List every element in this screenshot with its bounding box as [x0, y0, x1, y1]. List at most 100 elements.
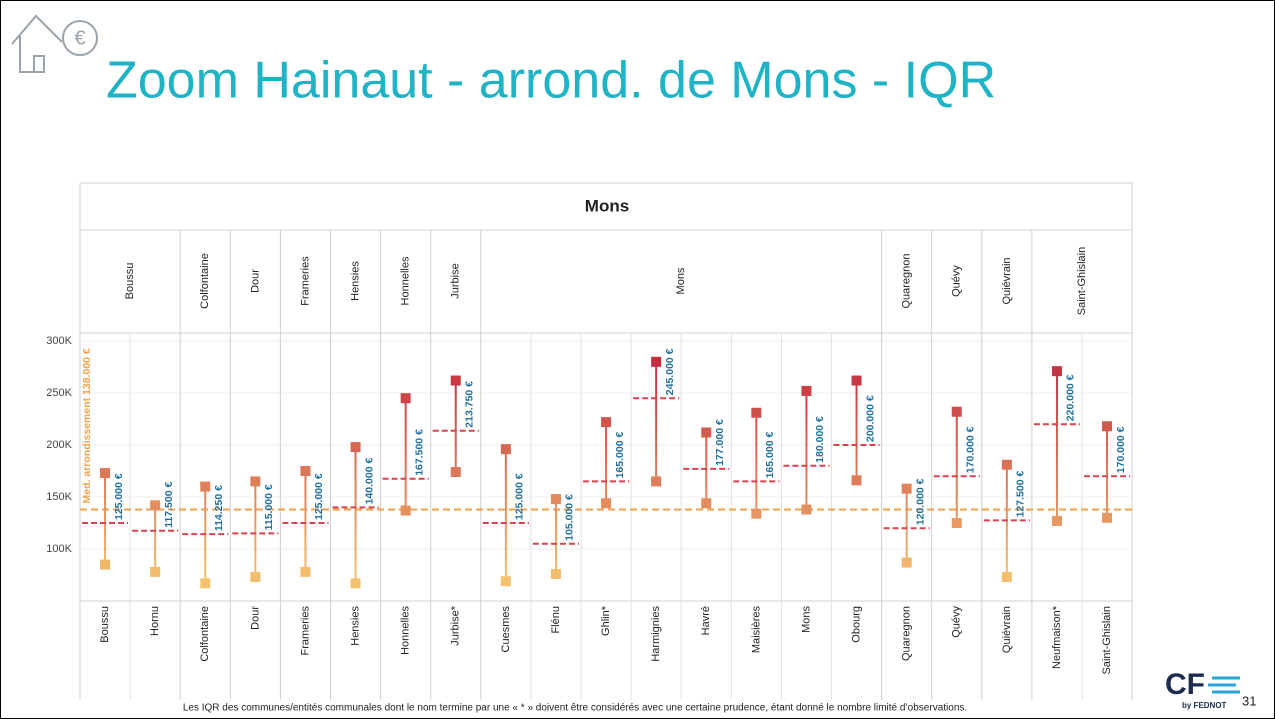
x-tick-label: Quiévrain [1001, 606, 1013, 653]
x-tick-label: Boussu [99, 606, 111, 643]
group-label: Frameries [299, 256, 311, 306]
x-tick-label: Obourg [850, 606, 862, 643]
high-marker [751, 407, 762, 418]
high-marker [801, 385, 812, 396]
median-label: 177.000 € [714, 419, 726, 466]
high-marker [1102, 421, 1113, 432]
group-label: Honnelles [400, 256, 412, 305]
y-tick-label: 300K [46, 335, 72, 347]
median-label: 127.500 € [1015, 471, 1027, 518]
x-tick-label: Frameries [299, 606, 311, 656]
low-marker [300, 566, 311, 577]
high-marker [601, 417, 612, 428]
low-marker [350, 578, 361, 589]
low-marker [1102, 512, 1113, 523]
median-label: 115.000 € [263, 484, 275, 530]
x-tick-label: Colfontaine [199, 606, 211, 662]
reference-label: Med. arrondissement 138.000 € [81, 348, 93, 503]
x-tick-label: Quaregnon [901, 606, 913, 661]
median-label: 114.250 € [213, 485, 225, 531]
low-marker [651, 476, 662, 487]
group-label: Colfontaine [199, 253, 211, 309]
x-tick-label: Honnelles [400, 606, 412, 655]
page-number: 31 [1242, 693, 1256, 708]
house-icon [11, 14, 98, 73]
high-marker [1051, 366, 1062, 377]
low-marker [901, 557, 912, 568]
x-tick-label: Cuesmes [500, 606, 512, 653]
median-label: 200.000 € [864, 395, 876, 442]
low-marker [601, 498, 612, 509]
high-marker [100, 468, 111, 479]
group-label: Quévy [951, 265, 963, 297]
median-label: 165.000 € [764, 432, 776, 479]
x-tick-label: Harmignies [650, 606, 662, 662]
group-label: Quiévrain [1001, 257, 1013, 304]
x-tick-label: Flénu [550, 606, 562, 634]
high-marker [150, 500, 161, 511]
median-label: 140.000 € [363, 458, 375, 505]
x-tick-label: Dour [249, 606, 261, 630]
high-marker [951, 406, 962, 417]
low-marker [751, 508, 762, 519]
group-label: Saint-Ghislain [1076, 247, 1088, 315]
y-tick-label: 250K [46, 387, 72, 399]
low-marker [951, 518, 962, 528]
x-tick-label: Hensies [349, 606, 361, 646]
low-marker [200, 578, 211, 589]
x-tick-label: Jurbise* [450, 605, 462, 645]
median-label: 125.000 € [113, 473, 125, 520]
median-label: 117.500 € [163, 482, 175, 528]
low-marker [550, 568, 561, 579]
median-label: 125.000 € [313, 473, 325, 520]
x-tick-label: Neufmaison* [1051, 605, 1063, 669]
logo: CF [1165, 668, 1205, 701]
high-marker [701, 427, 712, 438]
median-label: 170.000 € [1115, 426, 1127, 473]
low-marker [1001, 572, 1012, 583]
high-marker [500, 444, 511, 455]
median-label: 120.000 € [914, 478, 926, 525]
panel-title: Mons [585, 196, 629, 215]
low-marker [1051, 515, 1062, 526]
high-marker [300, 466, 311, 476]
group-label: Jurbise [450, 263, 462, 298]
high-marker [550, 494, 561, 505]
group-label: Quaregnon [901, 253, 913, 308]
x-tick-label: Hornu [149, 606, 161, 636]
low-marker [450, 467, 461, 478]
logo-subtitle: by FEDNOT [1182, 701, 1227, 710]
high-marker [1001, 459, 1012, 470]
low-marker [851, 475, 862, 486]
high-marker [901, 483, 912, 494]
group-label: Hensies [349, 261, 361, 301]
median-label: 220.000 € [1065, 374, 1077, 421]
median-label: 165.000 € [614, 432, 626, 479]
chart: 100K 150K 200K 250K 300K Boussu Boussu Hornu Col… [46, 182, 1133, 700]
low-marker [250, 572, 261, 583]
y-tick-label: 100K [46, 543, 72, 555]
median-label: 170.000 € [965, 426, 977, 473]
group-label: Boussu [124, 263, 136, 300]
low-marker [400, 505, 411, 516]
y-tick-label: 200K [46, 439, 72, 451]
low-marker [150, 566, 161, 577]
group-label: Mons [675, 267, 687, 294]
footnote: Les IQR des communes/entités communales … [183, 703, 967, 714]
median-label: 180.000 € [814, 416, 826, 463]
high-marker [250, 476, 261, 487]
logo-lines [1208, 676, 1240, 694]
low-marker [701, 498, 712, 509]
median-label: 167.500 € [413, 429, 425, 476]
slide-title: Zoom Hainaut - arrond. de Mons - IQR [106, 52, 996, 110]
low-marker [100, 559, 111, 570]
low-marker [801, 504, 812, 515]
x-tick-label: Ghlin* [600, 605, 612, 636]
x-tick-label: Mons [800, 606, 812, 633]
median-label: 125.000 € [514, 473, 526, 520]
high-marker [450, 375, 461, 386]
x-tick-label: Quévy [951, 606, 963, 638]
euro-icon: € [74, 27, 85, 49]
